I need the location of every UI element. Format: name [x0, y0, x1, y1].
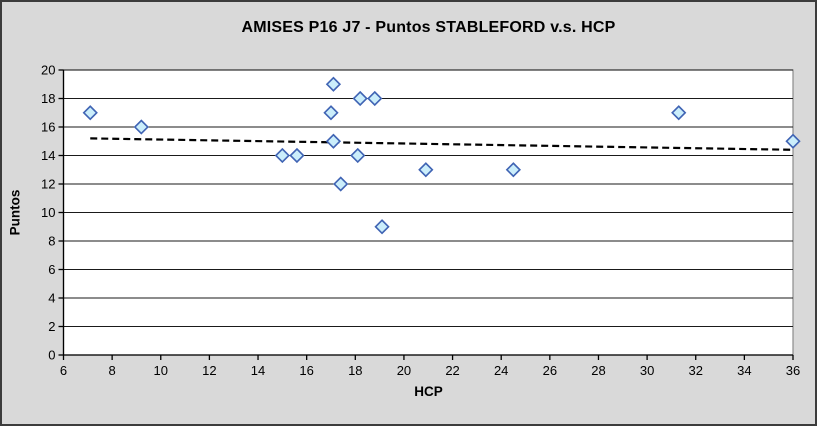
- data-point-marker: [505, 162, 521, 178]
- y-tick-label: 16: [41, 120, 55, 135]
- y-tick-label: 6: [48, 262, 55, 277]
- x-tick-label: 30: [640, 363, 654, 378]
- y-axis-title: Puntos: [7, 189, 23, 236]
- x-tick-label: 16: [299, 363, 313, 378]
- trendline: [90, 137, 794, 151]
- x-tick-label: 36: [786, 363, 800, 378]
- data-point-marker: [323, 105, 339, 121]
- y-tick-label: 0: [48, 348, 55, 363]
- x-tick-label: 18: [348, 363, 362, 378]
- x-tick-label: 34: [737, 363, 751, 378]
- y-tick-label: 2: [48, 319, 55, 334]
- data-point-marker: [785, 133, 801, 149]
- x-tick-label: 8: [109, 363, 116, 378]
- y-tick-label: 20: [41, 63, 55, 78]
- x-tick-label: 22: [445, 363, 459, 378]
- x-tick-label: 20: [397, 363, 411, 378]
- data-point-marker: [274, 147, 290, 164]
- x-tick-label: 32: [688, 363, 702, 378]
- data-point-marker: [289, 147, 305, 164]
- data-point-marker: [82, 105, 98, 121]
- x-tick-label: 14: [251, 363, 265, 378]
- data-point-marker: [367, 90, 383, 107]
- data-point-marker: [325, 76, 342, 92]
- chart-title: AMISES P16 J7 - Puntos STABLEFORD v.s. H…: [241, 19, 616, 36]
- x-tick-label: 12: [202, 363, 216, 378]
- data-point-marker: [133, 119, 149, 135]
- y-tick-label: 12: [41, 177, 55, 192]
- y-tick-label: 18: [41, 91, 55, 106]
- data-point-marker: [374, 219, 390, 235]
- y-tick-label: 14: [41, 148, 55, 163]
- x-tick-label: 24: [494, 363, 508, 378]
- data-point-marker: [352, 90, 368, 107]
- y-tick-label: 4: [48, 291, 55, 306]
- data-point-marker: [671, 105, 687, 121]
- x-tick-label: 10: [154, 363, 168, 378]
- data-point-marker: [350, 147, 366, 164]
- x-axis-title: HCP: [414, 384, 443, 399]
- y-tick-label: 10: [41, 205, 55, 220]
- y-tick-label: 8: [48, 234, 55, 249]
- x-tick-label: 28: [591, 363, 605, 378]
- data-point-marker: [333, 176, 349, 192]
- x-tick-label: 26: [543, 363, 557, 378]
- x-tick-label: 6: [60, 363, 67, 378]
- data-point-marker: [325, 133, 342, 149]
- data-point-marker: [418, 162, 434, 178]
